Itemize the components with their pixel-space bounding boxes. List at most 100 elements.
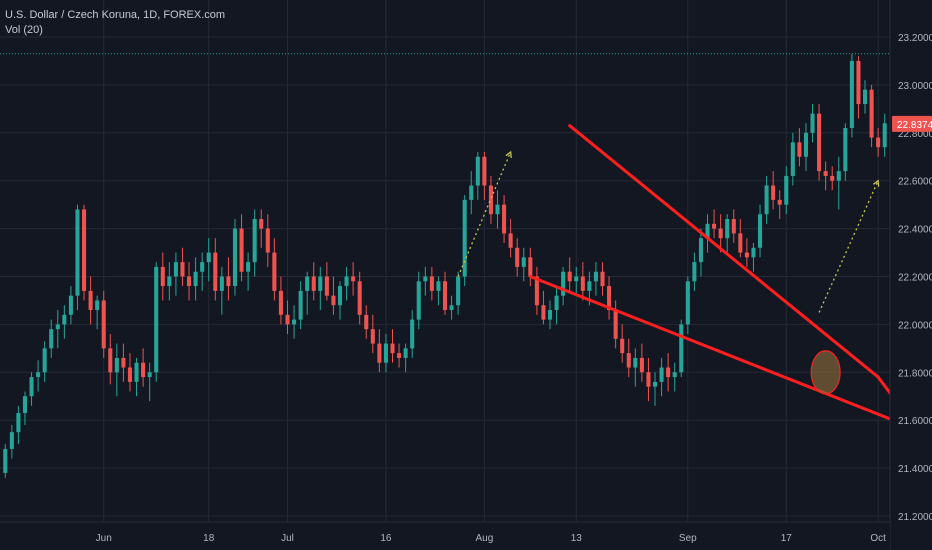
candle-body	[147, 372, 152, 378]
candle	[364, 305, 369, 339]
last-price-label: 22.83740	[897, 120, 932, 131]
candle	[692, 252, 697, 291]
candle	[482, 151, 487, 200]
candle	[725, 214, 730, 253]
price-tick-label: 23.00000	[898, 81, 932, 92]
candle-body	[429, 276, 434, 291]
candle	[869, 84, 874, 148]
candle-body	[193, 271, 198, 287]
candle	[685, 276, 690, 334]
candle	[311, 262, 316, 301]
candle-body	[351, 276, 356, 282]
candle-body	[9, 432, 14, 449]
candle	[705, 214, 710, 253]
candle-body	[416, 281, 421, 320]
candle	[600, 262, 605, 296]
candle-body	[692, 262, 697, 282]
candle	[351, 262, 356, 296]
candle-body	[95, 300, 100, 311]
candle-body	[646, 372, 651, 387]
candle-body	[75, 209, 80, 296]
candle-body	[567, 271, 572, 282]
candle	[508, 219, 513, 258]
candle	[803, 123, 808, 172]
candle-body	[718, 228, 723, 239]
candle	[790, 132, 795, 186]
candle-body	[331, 295, 336, 306]
candle-body	[574, 276, 579, 282]
candle-body	[180, 262, 185, 277]
candle-body	[239, 228, 244, 272]
candle	[436, 276, 441, 306]
time-tick-label: 18	[203, 533, 215, 544]
candle	[68, 286, 73, 325]
candle	[823, 161, 828, 191]
candle-body	[29, 377, 34, 397]
candle	[265, 214, 270, 267]
candle	[410, 310, 415, 358]
candle	[246, 252, 251, 291]
candle-body	[475, 156, 480, 186]
time-tick-label: 16	[380, 533, 392, 544]
candle-body	[744, 252, 749, 258]
candle-body	[456, 276, 461, 306]
breakout-highlight-ellipse	[810, 350, 841, 395]
candle-body	[580, 276, 585, 291]
candle	[298, 281, 303, 330]
candle-body	[823, 171, 828, 176]
candle	[475, 151, 480, 200]
volume-indicator-label[interactable]: Vol (20)	[5, 24, 43, 36]
candle	[121, 343, 126, 382]
candle-body	[55, 324, 60, 330]
candle	[580, 262, 585, 301]
candle-body	[554, 295, 559, 311]
candle-body	[167, 276, 172, 287]
candle-body	[587, 281, 592, 291]
candle-body	[607, 286, 612, 311]
candle-body	[771, 185, 776, 200]
candle-body	[377, 343, 382, 363]
candle-body	[751, 247, 756, 258]
symbol-title[interactable]: U.S. Dollar / Czech Koruna, 1D, FOREX.co…	[5, 9, 226, 21]
candle-body	[600, 271, 605, 287]
candle	[547, 300, 553, 330]
candle-body	[705, 223, 710, 239]
candle-body	[36, 372, 41, 378]
candle	[534, 266, 539, 315]
candle	[127, 353, 133, 392]
candle	[521, 247, 526, 282]
candle	[160, 252, 165, 301]
candle	[488, 175, 493, 224]
price-tick-label: 22.80000	[898, 129, 932, 140]
candle-body	[311, 276, 316, 291]
candle	[101, 290, 106, 358]
candle-body	[521, 257, 526, 267]
candle	[200, 252, 205, 291]
candle	[718, 214, 723, 253]
candle	[193, 257, 198, 301]
wedge-upper-trendline	[568, 124, 880, 379]
wedge-lower-trendline	[528, 275, 920, 432]
candle-body	[49, 329, 54, 349]
candle	[167, 262, 172, 301]
price-tick-label: 23.20000	[898, 33, 932, 44]
candle	[344, 266, 349, 301]
drawings-layer[interactable]	[457, 124, 920, 432]
time-axis[interactable]: Jun18Jul16Aug13Sep17Oct15Nov12	[0, 521, 932, 550]
last-price-tag	[892, 115, 932, 132]
candle-body	[324, 276, 329, 296]
time-tick-label: Jun	[96, 533, 112, 544]
candle-body	[495, 204, 500, 215]
candle	[764, 175, 769, 224]
candle	[147, 362, 152, 402]
candle	[324, 262, 329, 301]
candle	[495, 190, 500, 229]
candles-layer	[3, 53, 887, 478]
candle	[292, 305, 297, 339]
price-axis[interactable]: 23.20000 23.00000 22.80000 22.60000 22.40000…	[889, 0, 932, 550]
time-tick-label: Aug	[475, 533, 493, 544]
candle-body	[541, 305, 546, 320]
candle-body	[252, 219, 257, 263]
candle-body	[232, 228, 238, 287]
